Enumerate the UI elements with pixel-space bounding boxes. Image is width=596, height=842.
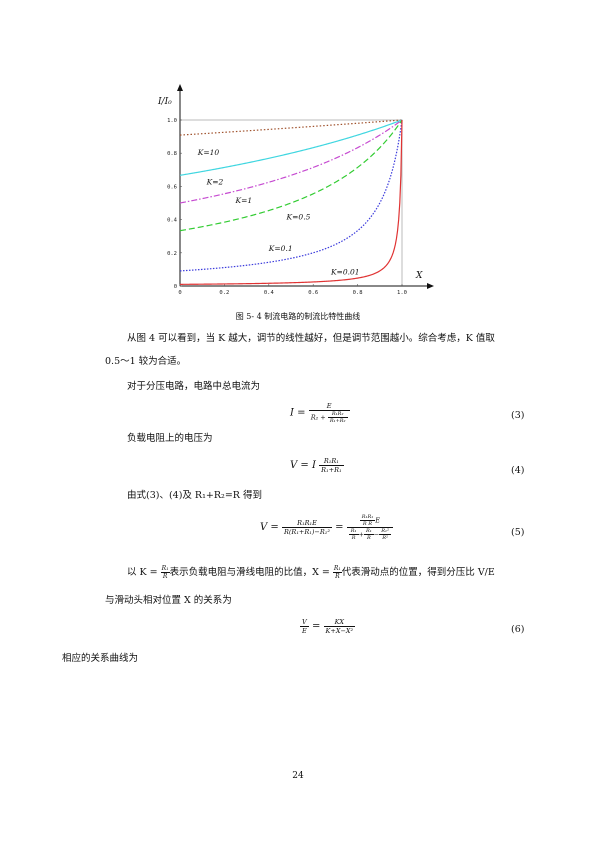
paragraph-1-line-2: 0.5～1 较为合适。: [105, 356, 187, 367]
equation-6-number: (6): [511, 624, 525, 635]
x-axis-label: X: [415, 271, 423, 281]
x-axis-arrow: [427, 283, 434, 289]
series-line-k-0-01: [179, 119, 403, 285]
paragraph-3: 负载电阻上的电压为: [127, 433, 213, 444]
equation-3: I = E R₂ + R₁R₂ R₁+R₂: [290, 402, 350, 424]
paragraph-6: 与滑动头相对位置 X 的关系为: [105, 595, 232, 606]
series-label-k-0-5: K=0.5: [286, 213, 311, 222]
x-tick-label: 0.4: [264, 290, 275, 296]
x-tick-label: 0: [178, 290, 181, 296]
paragraph-2: 对于分压电路，电路中总电流为: [127, 381, 261, 392]
series-line-k-0-5: [179, 119, 403, 232]
series-line-k-0-1: [179, 119, 403, 272]
paragraph-1-line-1: 从图 4 可以看到，当 K 越大，调节的线性越好，但是调节范围越小。综合考虑，K…: [127, 333, 495, 344]
series-label-k-0-01: K=0.01: [330, 267, 360, 276]
y-tick-label: 0.2: [167, 251, 177, 257]
k-curves-chart: I/I₀ X 0 0.2 0.4 0.6 0.8 1.0 0 0.2 0.4 0.6 0.8 1.0 K=1…: [157, 84, 434, 296]
paragraph-5-part-a: 以 K =: [127, 567, 158, 578]
x-tick-label: 0.8: [353, 290, 363, 296]
y-tick-label: 0.6: [167, 184, 177, 190]
series-line-k-2: [179, 119, 403, 176]
series-label-k-1: K=1: [235, 196, 253, 205]
x-fraction: R₁ R: [332, 565, 342, 580]
equation-4-number: (4): [511, 465, 525, 476]
x-tick-label: 1.0: [397, 290, 407, 296]
y-tick-label: 0.8: [167, 151, 177, 157]
y-axis-arrow: [177, 84, 183, 91]
x-tick-label: 0.6: [308, 290, 318, 296]
paragraph-7: 相应的关系曲线为: [62, 653, 139, 664]
paragraph-4: 由式(3)、(4)及 R₁+R₂=R 得到: [127, 490, 262, 501]
paragraph-5-part-b: 表示负载电阻与滑线电阻的比值，X =: [169, 567, 330, 578]
series-label-k-2: K=2: [206, 178, 224, 187]
equation-3-number: (3): [511, 410, 525, 421]
paragraph-5-part-c: 代表滑动点的位置，得到分压比 V/E: [341, 567, 495, 578]
series-line-k-1: [179, 119, 403, 204]
paragraph-5: 以 K = R₁ R 表示负载电阻与滑线电阻的比值，X = R₁ R 代表滑动点的位置，…: [127, 565, 495, 580]
figure-caption: 图 5- 4 制流电路的制流比特性曲线: [235, 312, 361, 321]
y-axis-label: I/I₀: [157, 97, 172, 107]
equation-5-number: (5): [511, 527, 525, 538]
series-label-k-10: K=10: [197, 148, 220, 157]
plot-frame: [179, 119, 403, 287]
y-tick-label: 0: [174, 284, 177, 290]
equation-4: V = I R₁R₁ R₁+R₁: [290, 457, 344, 474]
x-tick-label: 0.2: [219, 290, 229, 296]
y-tick-label: 1.0: [167, 118, 177, 124]
k-fraction: R₁ R: [160, 565, 170, 580]
page-number: 24: [292, 771, 304, 781]
y-tick-label: 0.4: [167, 218, 178, 224]
series-label-k-0-1: K=0.1: [268, 244, 293, 253]
